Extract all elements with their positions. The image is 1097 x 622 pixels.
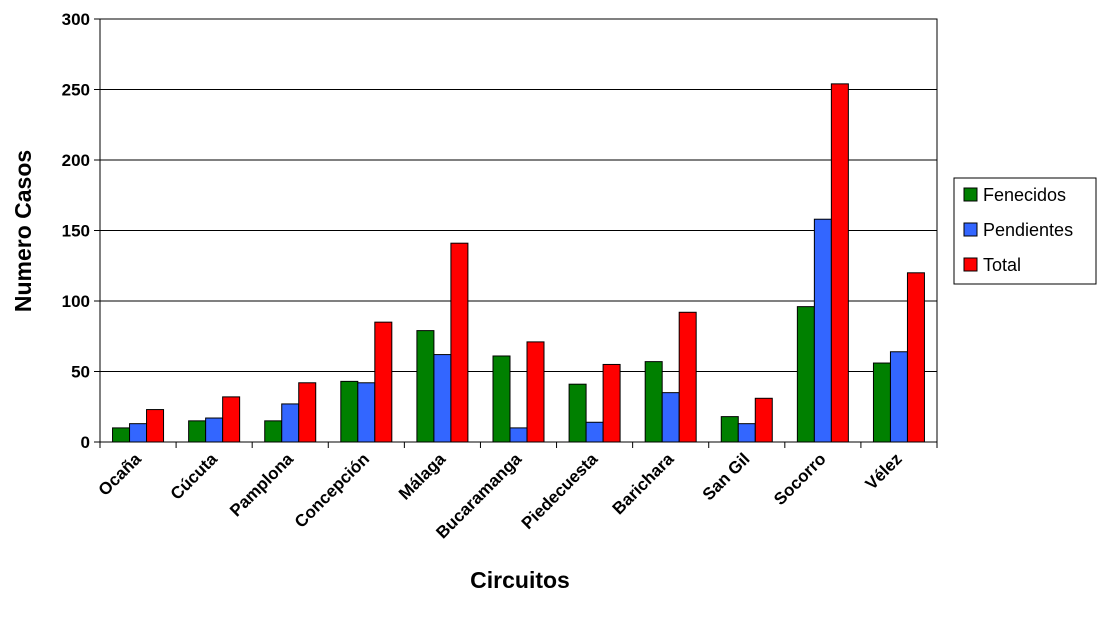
bar-pendientes [737,423,756,443]
bar-fenecidos [720,416,739,443]
legend-swatch [963,222,978,237]
y-tick-label: 150 [62,222,90,241]
bar-pendientes [281,403,300,443]
bar-pendientes [129,423,148,443]
bar-fenecidos [568,383,587,443]
bar-total [906,272,925,443]
y-tick-label: 100 [62,292,90,311]
legend-label: Pendientes [983,220,1073,240]
y-axis-title: Numero Casos [10,150,36,312]
legend-swatch [963,187,978,202]
bar-fenecidos [112,427,131,443]
bar-fenecidos [340,380,359,443]
bar-fenecidos [416,330,435,443]
plot-frame [99,18,938,443]
bar-total [602,363,621,443]
bar-total [830,83,849,443]
bar-total [450,242,469,443]
bar-pendientes [585,421,604,443]
bar-pendientes [205,417,224,443]
bar-pendientes [889,351,908,443]
bar-total [298,382,317,443]
bar-fenecidos [644,361,663,443]
bar-fenecidos [264,420,283,443]
legend-label: Fenecidos [983,185,1066,205]
bar-total [754,397,773,443]
bar-fenecidos [188,420,207,443]
x-axis-title: Circuitos [470,567,570,593]
legend-label: Total [983,255,1021,275]
bar-pendientes [433,354,452,443]
bar-pendientes [813,218,832,443]
bar-total [374,321,393,443]
y-tick-label: 250 [62,81,90,100]
bar-total [678,311,697,443]
axes [94,18,938,448]
bar-total [526,341,545,443]
y-tick-label: 50 [71,363,90,382]
bar-fenecidos [872,362,891,443]
bar-fenecidos [492,355,511,443]
legend-swatch [963,257,978,272]
bar-pendientes [509,427,528,443]
bar-fenecidos [796,306,815,443]
legend-box [953,177,1097,285]
bar-pendientes [661,392,680,443]
bar-pendientes [357,382,376,443]
bars [112,83,925,443]
y-tick-label: 0 [81,433,90,452]
y-tick-label: 300 [62,10,90,29]
legend: Fenecidos Pendientes Total [953,177,1097,285]
bar-total [222,396,241,443]
bar-total [146,409,165,443]
y-tick-label: 200 [62,151,90,170]
